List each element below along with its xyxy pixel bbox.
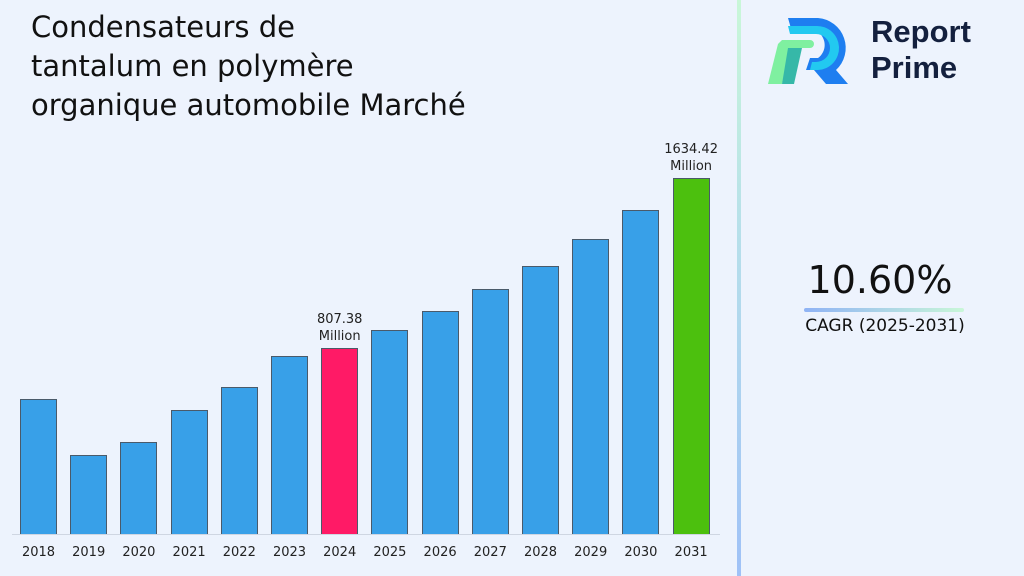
x-tick-label: 2030: [624, 545, 658, 560]
bar-2020: [120, 441, 158, 534]
panel-divider: [737, 0, 741, 576]
x-tick-label: 2023: [272, 545, 307, 560]
bar-2021: [170, 409, 208, 534]
chart-title: Condensateurs de tantalum en polymère or…: [31, 8, 591, 125]
x-tick-label: 2025: [373, 545, 407, 560]
bar-2019: [70, 455, 108, 534]
cagr-underline: [804, 308, 964, 312]
brand-name: Report Prime: [871, 14, 971, 86]
x-tick-label: 2022: [222, 545, 256, 560]
bar-2023: [271, 356, 308, 534]
bar-2022: [220, 387, 258, 534]
bar-2029: [572, 239, 610, 534]
x-tick-label: 2018: [21, 545, 56, 560]
bar-2030: [622, 210, 660, 534]
cagr-label: CAGR (2025-2031): [805, 316, 965, 336]
x-axis-baseline: [12, 534, 720, 535]
x-tick-label: 2024: [323, 545, 357, 560]
title-line-2: tantalum en polymère: [31, 49, 354, 83]
bar-2018: [20, 398, 57, 534]
cagr-value: 10.60%: [807, 258, 953, 302]
brand-line-1: Report: [871, 14, 971, 49]
bar-2025: [371, 330, 409, 534]
title-line-1: Condensateurs de: [31, 10, 295, 44]
x-tick-label: 2031: [674, 545, 708, 560]
x-tick-label: 2028: [523, 545, 558, 560]
x-tick-label: 2029: [574, 545, 608, 560]
title-line-3: organique automobile Marché: [31, 88, 466, 122]
report-prime-logo-icon: [768, 18, 848, 84]
bar-2031: [672, 178, 710, 534]
x-tick-label: 2026: [423, 545, 457, 560]
x-tick-label: 2020: [122, 545, 156, 560]
x-tick-label: 2019: [72, 545, 106, 560]
bar-2024: [321, 347, 359, 534]
x-tick-label: 2027: [473, 545, 507, 560]
x-tick-label: 2021: [172, 545, 206, 560]
bar-2028: [522, 265, 559, 534]
bar-2026: [421, 310, 459, 534]
bar-2027: [471, 289, 509, 534]
data-label-2031: 1634.42 Million: [664, 142, 718, 174]
brand-line-2: Prime: [871, 50, 958, 85]
data-label-2024: 807.38 Million: [316, 311, 363, 344]
